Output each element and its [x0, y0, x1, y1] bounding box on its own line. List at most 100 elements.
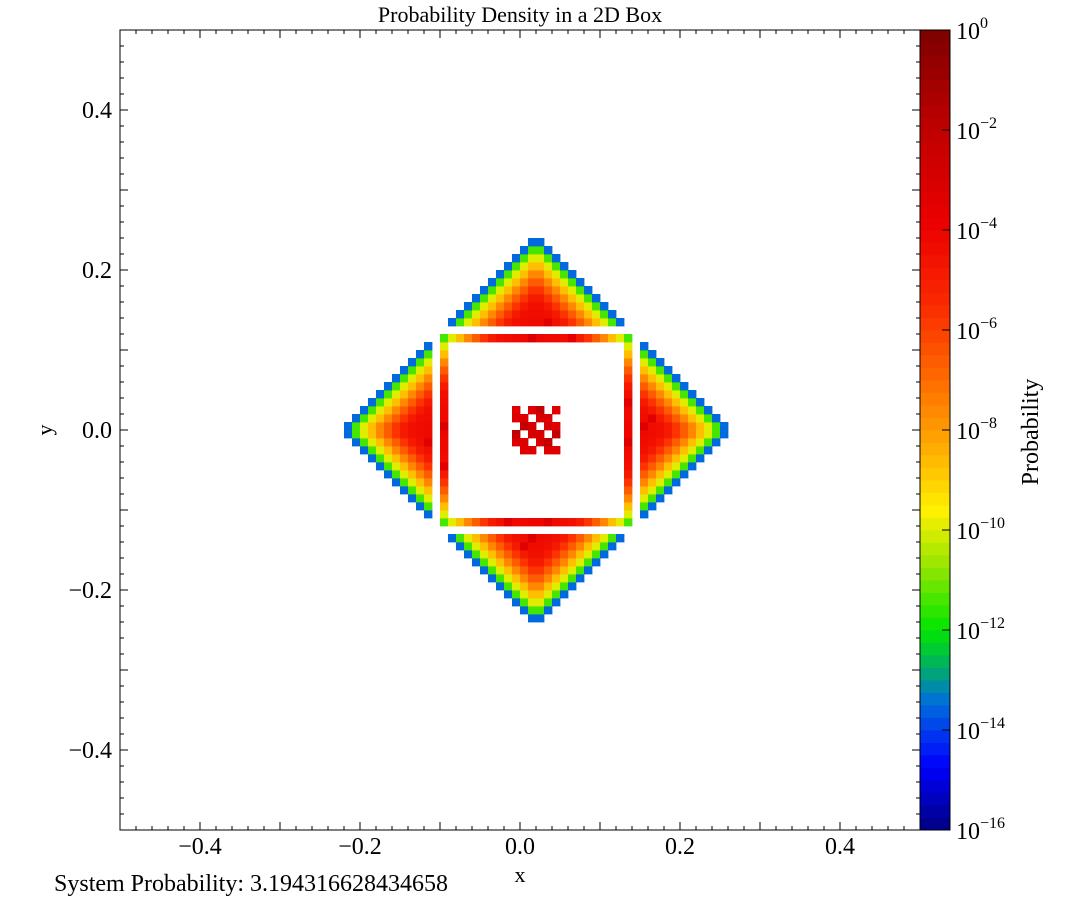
- heatmap-cell: [416, 454, 425, 463]
- heatmap-cell: [440, 406, 449, 415]
- heatmap-cell: [584, 294, 593, 303]
- heatmap-cell: [520, 278, 529, 287]
- heatmap-cell: [624, 414, 633, 423]
- heatmap-cell: [664, 422, 673, 431]
- heatmap-cell: [664, 438, 673, 447]
- heatmap-cell: [624, 454, 633, 463]
- heatmap-cell: [512, 270, 521, 279]
- colorbar-segment: [920, 705, 950, 718]
- heatmap-cell: [672, 374, 681, 383]
- heatmap-cell: [664, 470, 673, 479]
- heatmap-cell: [664, 398, 673, 407]
- heatmap-cell: [504, 270, 513, 279]
- heatmap-cell: [688, 390, 697, 399]
- heatmap-cell: [616, 518, 625, 527]
- heatmap-cell: [456, 334, 465, 343]
- heatmap-cell: [456, 534, 465, 543]
- heatmap-cell: [392, 430, 401, 439]
- heatmap-cell: [672, 390, 681, 399]
- heatmap-cell: [536, 534, 545, 543]
- heatmap-cell: [424, 366, 433, 375]
- heatmap-cell: [472, 542, 481, 551]
- heatmap-cell: [624, 430, 633, 439]
- heatmap-cell: [496, 294, 505, 303]
- heatmap-cell: [600, 542, 609, 551]
- heatmap-cell: [408, 382, 417, 391]
- heatmap-cell: [536, 262, 545, 271]
- heatmap-cell: [440, 454, 449, 463]
- heatmap-cell: [440, 382, 449, 391]
- heatmap-cell: [392, 406, 401, 415]
- heatmap-cell: [568, 310, 577, 319]
- heatmap-cell: [560, 334, 569, 343]
- heatmap-cell: [416, 462, 425, 471]
- heatmap-cell: [600, 302, 609, 311]
- heatmap-cell: [472, 302, 481, 311]
- heatmap-cell: [520, 606, 529, 615]
- heatmap-cell: [600, 334, 609, 343]
- heatmap-cell: [384, 454, 393, 463]
- colorbar-segment: [920, 617, 950, 631]
- heatmap-cell: [544, 534, 553, 543]
- heatmap-cell: [512, 534, 521, 543]
- heatmap-cell: [408, 390, 417, 399]
- heatmap-cell: [576, 550, 585, 559]
- heatmap-cell: [704, 422, 713, 431]
- heatmap-cell: [584, 310, 593, 319]
- heatmap-cell: [400, 462, 409, 471]
- heatmap-cell: [680, 438, 689, 447]
- heatmap-cell: [488, 550, 497, 559]
- heatmap-cell: [704, 414, 713, 423]
- heatmap-cell: [552, 534, 561, 543]
- colorbar-segment: [920, 392, 950, 406]
- heatmap-cell: [544, 270, 553, 279]
- heatmap-cell: [488, 286, 497, 295]
- heatmap-cell: [496, 318, 505, 327]
- heatmap-cell: [504, 310, 513, 319]
- heatmap-cell: [528, 582, 537, 591]
- heatmap-cell: [416, 430, 425, 439]
- colorbar-segment: [920, 105, 950, 118]
- heatmap-cell: [496, 334, 505, 343]
- heatmap-cell: [536, 246, 545, 255]
- heatmap-cell: [416, 350, 425, 359]
- heatmap-cell: [376, 462, 385, 471]
- heatmap-cell: [640, 382, 649, 391]
- heatmap-cell: [664, 366, 673, 375]
- colorbar-segment: [920, 655, 950, 668]
- heatmap-cell: [440, 502, 449, 511]
- heatmap-cell: [464, 518, 473, 527]
- heatmap-cell: [424, 414, 433, 423]
- colorbar-segment: [920, 117, 950, 131]
- heatmap-cell: [648, 486, 657, 495]
- heatmap-cell: [480, 542, 489, 551]
- heatmap-cell: [440, 518, 449, 527]
- colorbar-segment: [920, 230, 950, 243]
- heatmap-cell: [408, 454, 417, 463]
- heatmap-cell: [448, 534, 457, 543]
- heatmap-cell: [504, 574, 513, 583]
- heatmap-cell: [680, 382, 689, 391]
- heatmap-cell: [552, 542, 561, 551]
- heatmap-cell: [504, 590, 513, 599]
- heatmap-cell: [576, 574, 585, 583]
- colorbar-segment: [920, 317, 950, 331]
- heatmap-cell: [528, 254, 537, 263]
- y-tick-label: 0.4: [82, 98, 112, 124]
- colorbar-segment: [920, 480, 950, 493]
- heatmap-cell: [520, 414, 529, 423]
- heatmap-cell: [624, 374, 633, 383]
- heatmap-cell: [656, 422, 665, 431]
- heatmap-cell: [392, 374, 401, 383]
- heatmap-cell: [544, 582, 553, 591]
- heatmap-cell: [656, 390, 665, 399]
- heatmap-cell: [544, 246, 553, 255]
- heatmap-cell: [640, 390, 649, 399]
- heatmap-cell: [536, 294, 545, 303]
- heatmap-cell: [648, 414, 657, 423]
- heatmap-cell: [664, 478, 673, 487]
- heatmap-cell: [536, 270, 545, 279]
- heatmap-cell: [384, 462, 393, 471]
- heatmap-cell: [520, 286, 529, 295]
- heatmap-cell: [504, 550, 513, 559]
